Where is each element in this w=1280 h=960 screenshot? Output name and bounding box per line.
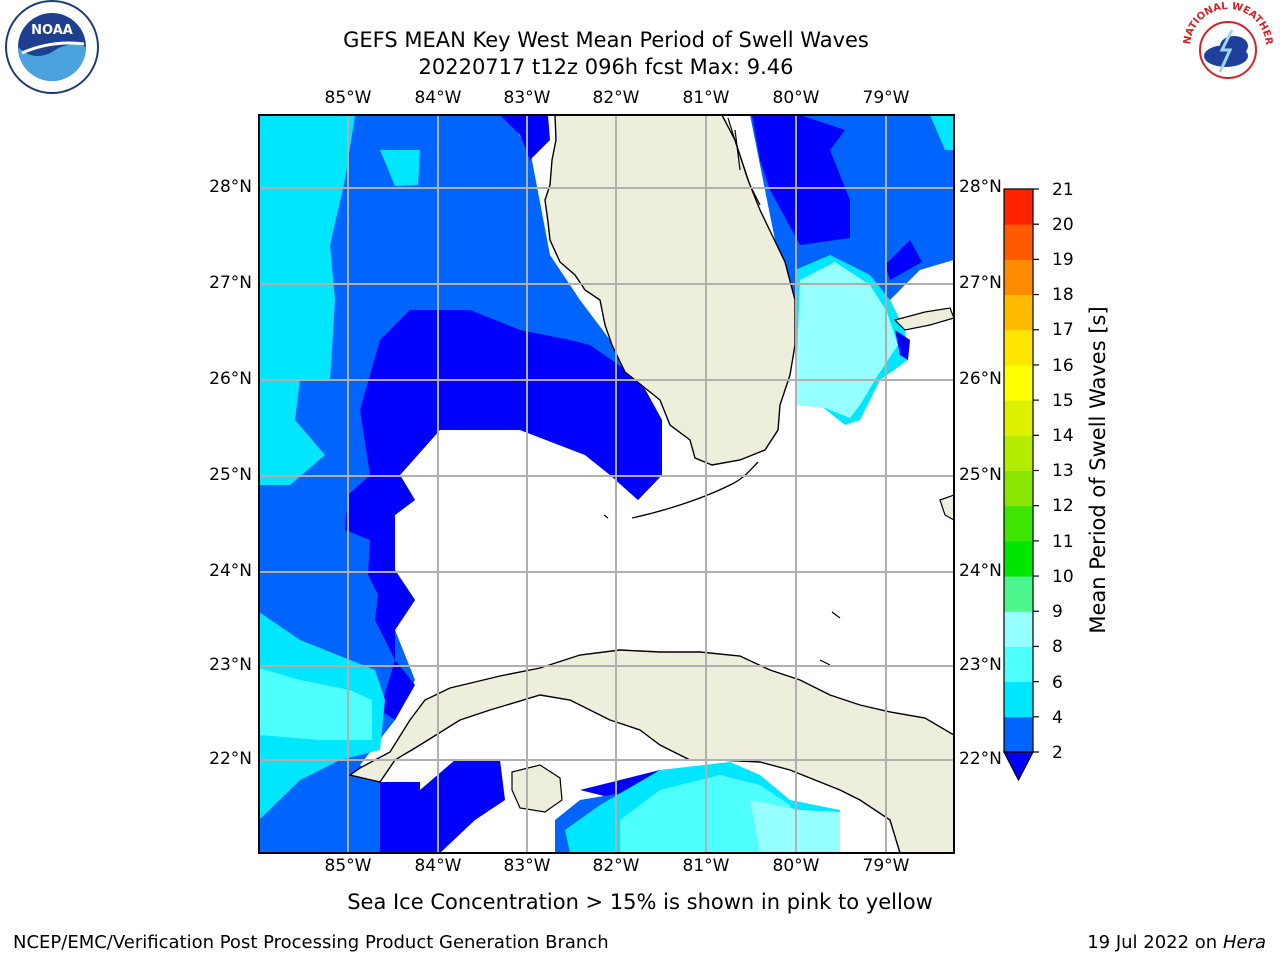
land-florida	[544, 115, 796, 466]
colorbar-segment	[1004, 294, 1033, 331]
colorbar-segment	[1004, 189, 1033, 225]
lon-label-bottom: 82°W	[592, 856, 640, 876]
swell-region-west-cyan	[259, 115, 355, 485]
colorbar-tick-label: 17	[1052, 320, 1074, 340]
lat-label-right: 23°N	[959, 655, 1002, 675]
swell-region-shelf	[345, 310, 662, 660]
lon-label-top: 84°W	[414, 88, 462, 108]
colorbar-tick-label: 18	[1052, 285, 1074, 305]
colorbar-tick-label: 21	[1052, 180, 1074, 200]
lon-label-bottom: 84°W	[414, 856, 462, 876]
colorbar-segment	[1004, 435, 1033, 471]
lon-label-bottom: 85°W	[324, 856, 372, 876]
footer-host: Hera	[1222, 932, 1266, 953]
colorbar-segment	[1004, 646, 1033, 683]
lon-label-top: 79°W	[862, 88, 910, 108]
map-frame	[258, 114, 955, 854]
lon-label-bottom: 81°W	[682, 856, 730, 876]
lon-label-top: 81°W	[682, 88, 730, 108]
lon-label-top: 80°W	[772, 88, 820, 108]
lat-label-left: 25°N	[209, 465, 252, 485]
colorbar-segment	[1004, 716, 1033, 753]
lon-label-bottom: 80°W	[772, 856, 820, 876]
colorbar-tick-label: 2	[1052, 743, 1063, 763]
colorbar-under-arrow	[1003, 751, 1034, 782]
colorbar-segment	[1004, 576, 1033, 612]
land-isle-of-youth	[511, 764, 563, 813]
chart-title: GEFS MEAN Key West Mean Period of Swell …	[343, 28, 869, 52]
colorbar-segment	[1004, 611, 1033, 647]
colorbar-label: Mean Period of Swell Waves [s]	[1086, 306, 1110, 634]
colorbar-segment	[1004, 329, 1033, 366]
colorbar-segment	[1004, 540, 1033, 577]
colorbar-tick-label: 14	[1052, 426, 1074, 446]
lat-label-left: 22°N	[209, 749, 252, 769]
lon-label-top: 83°W	[503, 88, 551, 108]
lon-label-top: 85°W	[324, 88, 372, 108]
colorbar-tick-label: 20	[1052, 215, 1074, 235]
lat-label-right: 24°N	[959, 561, 1002, 581]
footer-credit: NCEP/EMC/Verification Post Processing Pr…	[13, 932, 609, 953]
footer-date: 19 Jul 2022 on Hera	[1087, 932, 1266, 953]
colorbar-tick-label: 9	[1052, 602, 1063, 622]
footer-date-text: 19 Jul 2022 on	[1087, 932, 1223, 953]
colorbar-tick-label: 11	[1052, 532, 1074, 552]
colorbar-segment	[1004, 470, 1033, 507]
colorbar-segment	[1004, 364, 1033, 401]
colorbar-tick-label: 16	[1052, 356, 1074, 376]
land-bahamas	[893, 307, 954, 331]
lat-label-right: 25°N	[959, 465, 1002, 485]
lat-label-left: 23°N	[209, 655, 252, 675]
chart-subtitle: 20220717 t12z 096h fcst Max: 9.46	[418, 55, 794, 79]
colorbar-tick-label: 10	[1052, 567, 1074, 587]
colorbar-segment	[1004, 400, 1033, 436]
colorbar	[1003, 188, 1039, 782]
colorbar-segment	[1004, 681, 1033, 718]
colorbar-tick-label: 4	[1052, 708, 1063, 728]
colorbar-segment	[1004, 259, 1033, 296]
land-cuba	[348, 649, 954, 853]
colorbar-tick-label: 8	[1052, 637, 1063, 657]
svg-text:NATIONAL WEATHER SERVICE: NATIONAL WEATHER SERVICE	[0, 0, 1274, 46]
lat-label-left: 27°N	[209, 273, 252, 293]
lon-label-bottom: 83°W	[503, 856, 551, 876]
colorbar-tick-label: 13	[1052, 461, 1074, 481]
noaa-logo-text: NOAA	[31, 23, 73, 38]
lat-label-right: 28°N	[959, 177, 1002, 197]
lat-label-left: 26°N	[209, 369, 252, 389]
lat-label-left: 24°N	[209, 561, 252, 581]
lat-label-right: 27°N	[959, 273, 1002, 293]
colorbar-tick-label: 15	[1052, 391, 1074, 411]
colorbar-tick-label: 19	[1052, 250, 1074, 270]
nws-logo: NATIONAL WEATHER SERVICE	[0, 0, 1274, 93]
lat-label-left: 28°N	[209, 177, 252, 197]
lon-label-bottom: 79°W	[862, 856, 910, 876]
colorbar-segment	[1004, 224, 1033, 260]
graticule	[259, 115, 954, 853]
lat-label-right: 22°N	[959, 749, 1002, 769]
lat-label-right: 26°N	[959, 369, 1002, 389]
lon-label-top: 82°W	[592, 88, 640, 108]
colorbar-segment	[1004, 505, 1033, 542]
sea-ice-note: Sea Ice Concentration > 15% is shown in …	[347, 890, 933, 914]
colorbar-tick-label: 6	[1052, 673, 1063, 693]
colorbar-tick-label: 12	[1052, 496, 1074, 516]
noaa-logo: NOAA	[5, 0, 99, 94]
